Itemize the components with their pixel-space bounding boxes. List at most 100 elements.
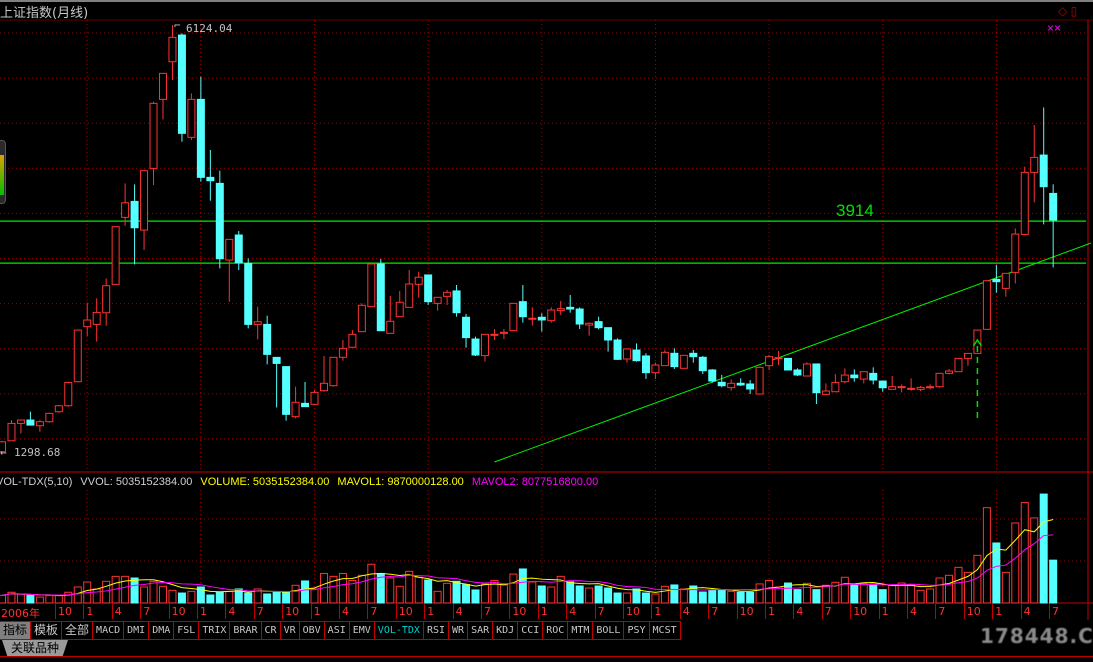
candle-body bbox=[338, 347, 347, 358]
volume-bar bbox=[821, 584, 830, 604]
tab-boll[interactable]: BOLL bbox=[593, 622, 625, 639]
volume-bar bbox=[679, 588, 688, 604]
candle-body bbox=[196, 98, 205, 178]
window-icons[interactable]: ◇ ▯ bbox=[1058, 4, 1077, 18]
tab-roc[interactable]: ROC bbox=[543, 622, 569, 639]
tab-指标[interactable]: 指标 bbox=[0, 622, 32, 639]
diamond-icon[interactable]: ◇ bbox=[1058, 4, 1068, 18]
volume-bar bbox=[424, 579, 433, 604]
candle-body bbox=[547, 309, 556, 322]
tab-psy[interactable]: PSY bbox=[624, 622, 650, 639]
related-symbols-tab[interactable]: 关联品种 bbox=[2, 640, 68, 656]
volume-bar bbox=[291, 584, 300, 604]
tab-fsl[interactable]: FSL bbox=[174, 622, 200, 639]
x-axis-label: 7 bbox=[370, 605, 378, 618]
volume-bar bbox=[992, 542, 1001, 604]
volume-bar bbox=[149, 580, 158, 604]
volume-bar bbox=[945, 574, 953, 604]
x-axis-label: 4 bbox=[682, 605, 690, 618]
volume-bar bbox=[234, 588, 243, 604]
x-axis-tick bbox=[935, 604, 937, 619]
volume-bar bbox=[660, 585, 669, 604]
tab-brar[interactable]: BRAR bbox=[230, 622, 262, 639]
level-lines bbox=[0, 220, 1092, 463]
tab-dma[interactable]: DMA bbox=[149, 622, 175, 639]
volume-bar bbox=[1039, 493, 1048, 604]
volume-bar bbox=[244, 592, 253, 604]
candle-body bbox=[755, 366, 764, 395]
candle-body bbox=[130, 200, 139, 229]
candle-body bbox=[585, 322, 594, 326]
candle-body bbox=[111, 226, 120, 285]
candle-body bbox=[282, 366, 291, 415]
tab-wr[interactable]: WR bbox=[449, 622, 469, 639]
candle-body bbox=[850, 374, 859, 379]
side-handle[interactable] bbox=[0, 140, 6, 204]
volume-bar bbox=[102, 580, 111, 604]
candles bbox=[0, 25, 1058, 454]
volume-bar bbox=[537, 585, 546, 604]
candle-body bbox=[272, 356, 281, 364]
volume-bar bbox=[490, 579, 499, 604]
candle-body bbox=[916, 386, 925, 390]
tab-emv[interactable]: EMV bbox=[350, 622, 375, 639]
volume-bar bbox=[717, 589, 726, 604]
candle-body bbox=[83, 319, 92, 328]
tab-vr[interactable]: VR bbox=[281, 622, 300, 639]
volume-bar bbox=[329, 575, 338, 604]
x-axis-tick bbox=[253, 604, 255, 619]
candle-body bbox=[64, 381, 73, 407]
x-axis-tick bbox=[111, 604, 113, 619]
tab-sar[interactable]: SAR bbox=[468, 622, 494, 639]
x-axis-label: 4 bbox=[569, 605, 577, 618]
tab-macd[interactable]: MACD bbox=[93, 622, 125, 639]
volume-bar bbox=[480, 583, 489, 604]
volume-bar bbox=[926, 588, 935, 604]
tab-mcst[interactable]: MCST bbox=[650, 622, 681, 639]
tab-cci[interactable]: CCI bbox=[518, 622, 544, 639]
tab-模板[interactable]: 模板 bbox=[31, 622, 63, 639]
x-axis-tick bbox=[765, 604, 766, 619]
candle-body bbox=[187, 98, 196, 138]
volume-bar bbox=[698, 591, 707, 604]
tab-trix[interactable]: TRIX bbox=[199, 622, 231, 639]
candle-body bbox=[878, 380, 887, 389]
x-axis-tick bbox=[197, 604, 198, 619]
volume-bar bbox=[812, 589, 821, 604]
tab-cr[interactable]: CR bbox=[262, 622, 281, 639]
volume-bar bbox=[187, 590, 196, 604]
volume-bar bbox=[632, 588, 641, 604]
x-axis-label: 1 bbox=[86, 605, 94, 618]
tab-dmi[interactable]: DMI bbox=[124, 622, 150, 639]
candle-body bbox=[16, 419, 25, 424]
tab-kdj[interactable]: KDJ bbox=[493, 622, 519, 639]
tab-vol-tdx[interactable]: VOL-TDX bbox=[375, 622, 424, 639]
window-icon[interactable]: ▯ bbox=[1070, 4, 1078, 18]
grid bbox=[0, 19, 1093, 620]
x-axis-tick bbox=[623, 604, 624, 619]
candle-body bbox=[736, 382, 745, 386]
candle-body bbox=[225, 238, 234, 261]
tab-asi[interactable]: ASI bbox=[325, 622, 350, 639]
candle-body bbox=[310, 391, 319, 405]
tab-mtm[interactable]: MTM bbox=[568, 622, 594, 639]
volume-bar bbox=[916, 589, 925, 604]
candle-body bbox=[1049, 192, 1058, 221]
tab-全部[interactable]: 全部 bbox=[62, 622, 94, 639]
x-axis-label: 10 bbox=[285, 605, 300, 618]
candle-body bbox=[566, 306, 575, 310]
x-axis-label: 7 bbox=[597, 605, 605, 618]
tab-rsi[interactable]: RSI bbox=[424, 622, 450, 639]
candle-body bbox=[774, 357, 783, 360]
candle-body bbox=[869, 372, 878, 381]
volume-bar bbox=[670, 584, 679, 604]
tab-obv[interactable]: OBV bbox=[300, 622, 325, 639]
candle-body bbox=[452, 290, 461, 314]
x-axis-label: 10 bbox=[398, 605, 413, 618]
candle-body bbox=[234, 234, 243, 264]
candle-body bbox=[859, 371, 868, 380]
volume-bar bbox=[395, 585, 404, 604]
volume-bar bbox=[499, 584, 508, 604]
candle-body bbox=[462, 316, 471, 339]
